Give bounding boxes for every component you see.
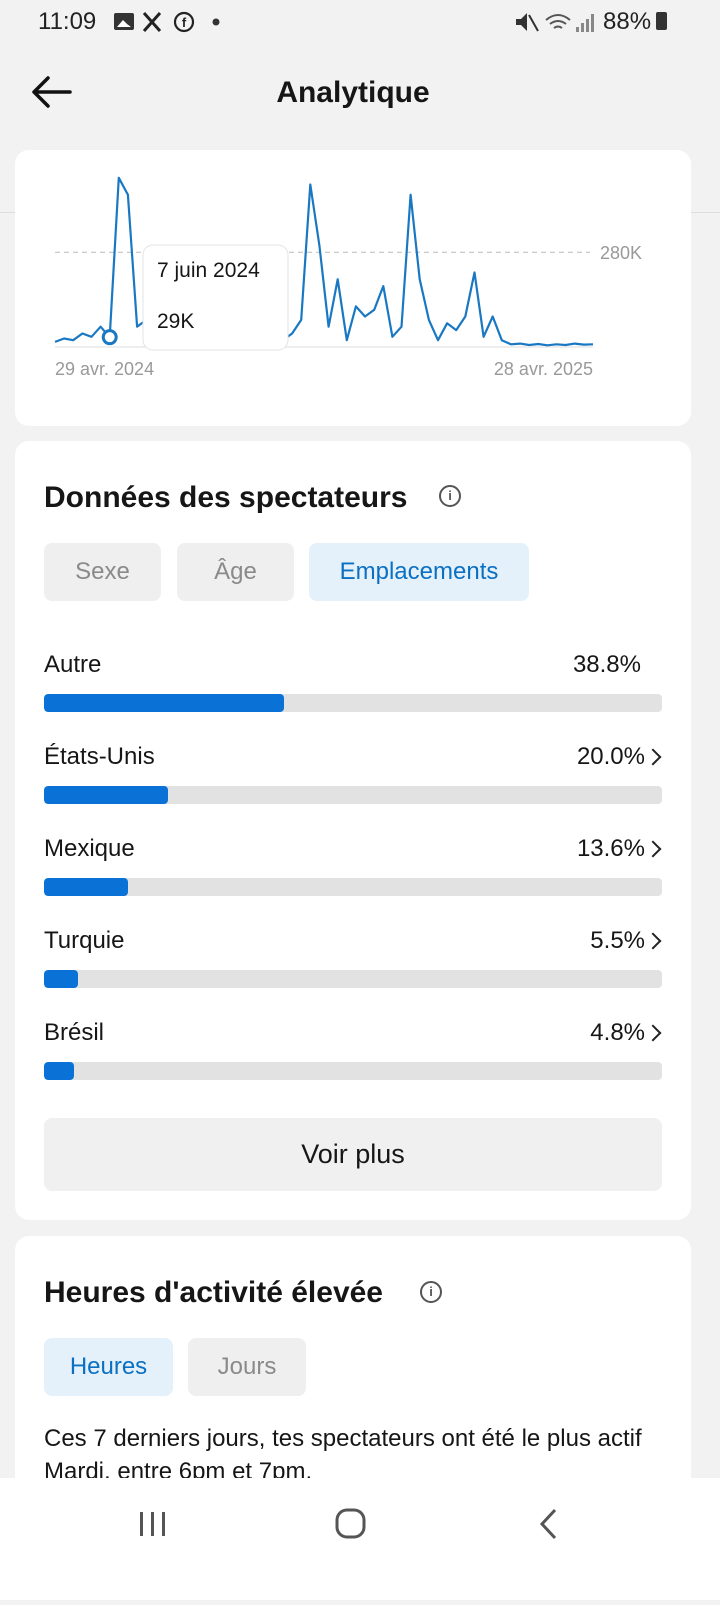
- filter-chip[interactable]: Emplacements: [309, 543, 529, 601]
- location-value: 13.6%: [576, 835, 645, 862]
- x-label: 28 avr. 2025: [494, 359, 593, 379]
- y-tick-label: 280K: [600, 243, 642, 263]
- bar: [44, 878, 129, 896]
- back-nav[interactable]: [539, 1508, 557, 1540]
- chevron[interactable]: [644, 932, 662, 950]
- info-icon[interactable]: i: [420, 1281, 442, 1303]
- bar-track: [44, 786, 662, 804]
- tooltip-box: [142, 244, 289, 351]
- trend-card: 280K 29 avr. 2024 28 avr. 2025 7 juin 2024 2…: [15, 150, 691, 426]
- location-value: 38.8%: [572, 651, 641, 678]
- bar-track: [44, 1062, 662, 1080]
- filter-chip[interactable]: Heures: [44, 1338, 173, 1396]
- chevron[interactable]: [644, 1024, 662, 1042]
- recent-apps[interactable]: [140, 1512, 165, 1536]
- viewers-card: Données des spectateurs i Sexe Âge Emplace…: [15, 441, 691, 1220]
- location-label: États-Unis: [44, 743, 155, 770]
- x-label: 29 avr. 2024: [55, 359, 154, 379]
- status-time: 11:09: [38, 8, 97, 35]
- filter-chip[interactable]: Âge: [177, 543, 294, 601]
- section-title: Heures d'activité élevée: [44, 1276, 383, 1309]
- status-indicators: [516, 13, 594, 32]
- filter-chip[interactable]: Jours: [188, 1338, 306, 1396]
- svg-text:f: f: [182, 15, 187, 30]
- trend-chart: 280K 29 avr. 2024 28 avr. 2025 7 juin 2024 2…: [54, 176, 642, 379]
- location-label: Mexique: [44, 835, 135, 862]
- chevron[interactable]: [644, 840, 662, 858]
- filter-chip[interactable]: Sexe: [44, 543, 161, 601]
- trend-line: [54, 176, 594, 347]
- bar: [44, 1062, 74, 1080]
- chevron[interactable]: [644, 748, 662, 766]
- status-icons: f: [114, 11, 220, 33]
- location-value: 5.5%: [590, 927, 645, 954]
- see-more-button[interactable]: Voir plus: [44, 1118, 662, 1191]
- bar-track: [44, 970, 662, 988]
- status-battery: 88%: [603, 8, 652, 35]
- location-value: 20.0%: [576, 743, 645, 770]
- location-label: Autre: [44, 651, 102, 678]
- page-title: Analytique: [276, 76, 430, 109]
- tooltip-value: 29K: [157, 310, 194, 333]
- bar-track: [44, 878, 662, 896]
- battery-icon: [656, 12, 667, 30]
- bar-track: [44, 694, 662, 712]
- bar: [44, 970, 78, 988]
- location-label: Turquie: [44, 927, 125, 954]
- nav-icons: [140, 1508, 557, 1540]
- section-title: Données des spectateurs: [44, 481, 408, 514]
- tooltip-date: 7 juin 2024: [157, 259, 260, 282]
- home-button[interactable]: [335, 1508, 366, 1539]
- back-button[interactable]: [30, 74, 74, 110]
- info-icon[interactable]: i: [439, 485, 461, 507]
- nav-bar: [0, 1478, 720, 1600]
- selected-point: [101, 329, 118, 346]
- bar: [44, 694, 284, 712]
- bar: [44, 786, 168, 804]
- location-label: Brésil: [44, 1019, 105, 1046]
- location-value: 4.8%: [590, 1019, 645, 1046]
